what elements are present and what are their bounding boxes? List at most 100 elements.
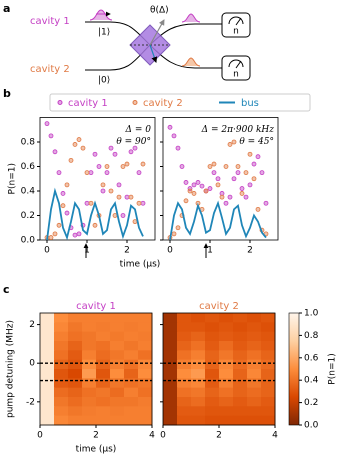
legend-swatch — [57, 100, 63, 105]
legend-label: bus — [241, 98, 259, 109]
heatmap-cell — [82, 378, 97, 389]
data-point — [68, 157, 74, 163]
heatmap-cell — [54, 359, 69, 370]
heatmap-cell — [96, 387, 111, 398]
heatmap-cell — [261, 350, 276, 361]
heatmap-cell — [261, 359, 276, 370]
data-point — [211, 170, 217, 176]
detector-label: n — [233, 27, 239, 37]
heatmap-cell — [177, 415, 192, 426]
y-tick-label: 0.6 — [21, 162, 36, 172]
panel-label: c — [3, 283, 10, 296]
heatmap-cell — [82, 406, 97, 417]
colorbar-tick-label: 0.6 — [304, 353, 319, 363]
colorbar-tick-label: 0.8 — [304, 331, 319, 341]
heatmap-cell — [124, 331, 139, 342]
heatmap-cell — [124, 378, 139, 389]
x-axis-label: time (μs) — [120, 260, 161, 270]
data-point — [171, 133, 177, 139]
heatmap-cell — [68, 415, 83, 426]
heatmap-cell — [205, 322, 220, 333]
data-point — [263, 200, 269, 206]
angle-arrow — [149, 19, 165, 46]
series-line — [169, 200, 267, 241]
heatmap-cell — [96, 313, 111, 323]
heatmap-cell — [82, 369, 97, 379]
heatmap-cell — [124, 415, 139, 426]
data-point — [171, 231, 177, 237]
panel-label: a — [3, 2, 10, 15]
heatmap-cell — [191, 322, 206, 333]
colorbar-tick-label: 0.2 — [304, 398, 318, 408]
heatmap-cell — [163, 406, 178, 417]
data-point — [247, 182, 253, 188]
x-tick-label: 2 — [216, 431, 222, 441]
data-point — [203, 188, 209, 194]
data-point — [124, 194, 130, 200]
data-point — [175, 225, 181, 231]
data-point — [52, 149, 58, 155]
data-point — [215, 176, 221, 182]
data-point — [96, 164, 102, 169]
data-point — [84, 200, 90, 206]
heatmap-cell — [54, 397, 69, 407]
heatmap-cell — [163, 387, 178, 398]
heatmap-cell — [163, 350, 178, 361]
heatmap-cell — [261, 397, 276, 407]
data-point — [104, 164, 110, 169]
data-point — [52, 231, 58, 237]
heatmap-cell — [110, 415, 125, 426]
heatmap-cell — [177, 378, 192, 389]
data-point — [239, 186, 245, 191]
data-point — [60, 191, 66, 196]
heatmap-cell — [247, 350, 262, 361]
heatmap-cell — [40, 341, 55, 351]
heatmap-cell — [247, 341, 262, 351]
heatmap-cell — [177, 341, 192, 351]
heatmap-cell — [219, 406, 234, 417]
pulse — [89, 9, 113, 21]
heatmap-cell — [40, 369, 55, 379]
input-label: cavity 1 — [30, 16, 70, 27]
heatmap-cell — [233, 406, 248, 417]
diagram: cavity 1 cavity 2 |1⟩ |0⟩ θ(Δ) n n — [30, 6, 251, 86]
heatmap-cell — [261, 322, 276, 333]
y-tick-label: 0.8 — [21, 138, 36, 148]
data-point — [112, 213, 118, 218]
meter — [228, 59, 244, 68]
heatmap-cell — [124, 359, 139, 370]
data-point — [235, 164, 241, 169]
annotation: Δ = 0 — [125, 125, 152, 135]
data-point — [187, 188, 193, 194]
data-point — [183, 180, 189, 185]
bus-arrow — [149, 44, 158, 63]
y-axis-label: P(n=1) — [8, 163, 18, 194]
annotation: θ = 45° — [239, 137, 274, 147]
data-point — [255, 206, 261, 212]
heatmap-cell — [247, 378, 262, 389]
data-point — [211, 161, 217, 167]
data-point — [243, 194, 249, 200]
heatmap-cell — [247, 369, 262, 379]
data-point — [60, 203, 66, 209]
heatmap-cell — [219, 331, 234, 342]
heatmap-cell — [110, 313, 125, 323]
data-point — [112, 151, 118, 157]
heatmap-cell — [138, 406, 153, 417]
panel-title: cavity 2 — [199, 301, 239, 312]
heatmap-cell — [247, 322, 262, 333]
heatmap-cell — [110, 350, 125, 361]
heatmap-cell — [191, 359, 206, 370]
heatmap-cell — [247, 331, 262, 342]
heatmap-cell — [219, 397, 234, 407]
data-point — [191, 191, 197, 196]
heatmap-cell — [96, 322, 111, 333]
heatmap-cell — [219, 369, 234, 379]
data-point — [175, 145, 181, 151]
heatmap-cell — [82, 359, 97, 370]
heatmap-cell — [163, 378, 178, 389]
y-tick-label: 0.0 — [21, 236, 36, 246]
heatmap-cell — [138, 378, 153, 389]
data-point — [108, 188, 114, 194]
